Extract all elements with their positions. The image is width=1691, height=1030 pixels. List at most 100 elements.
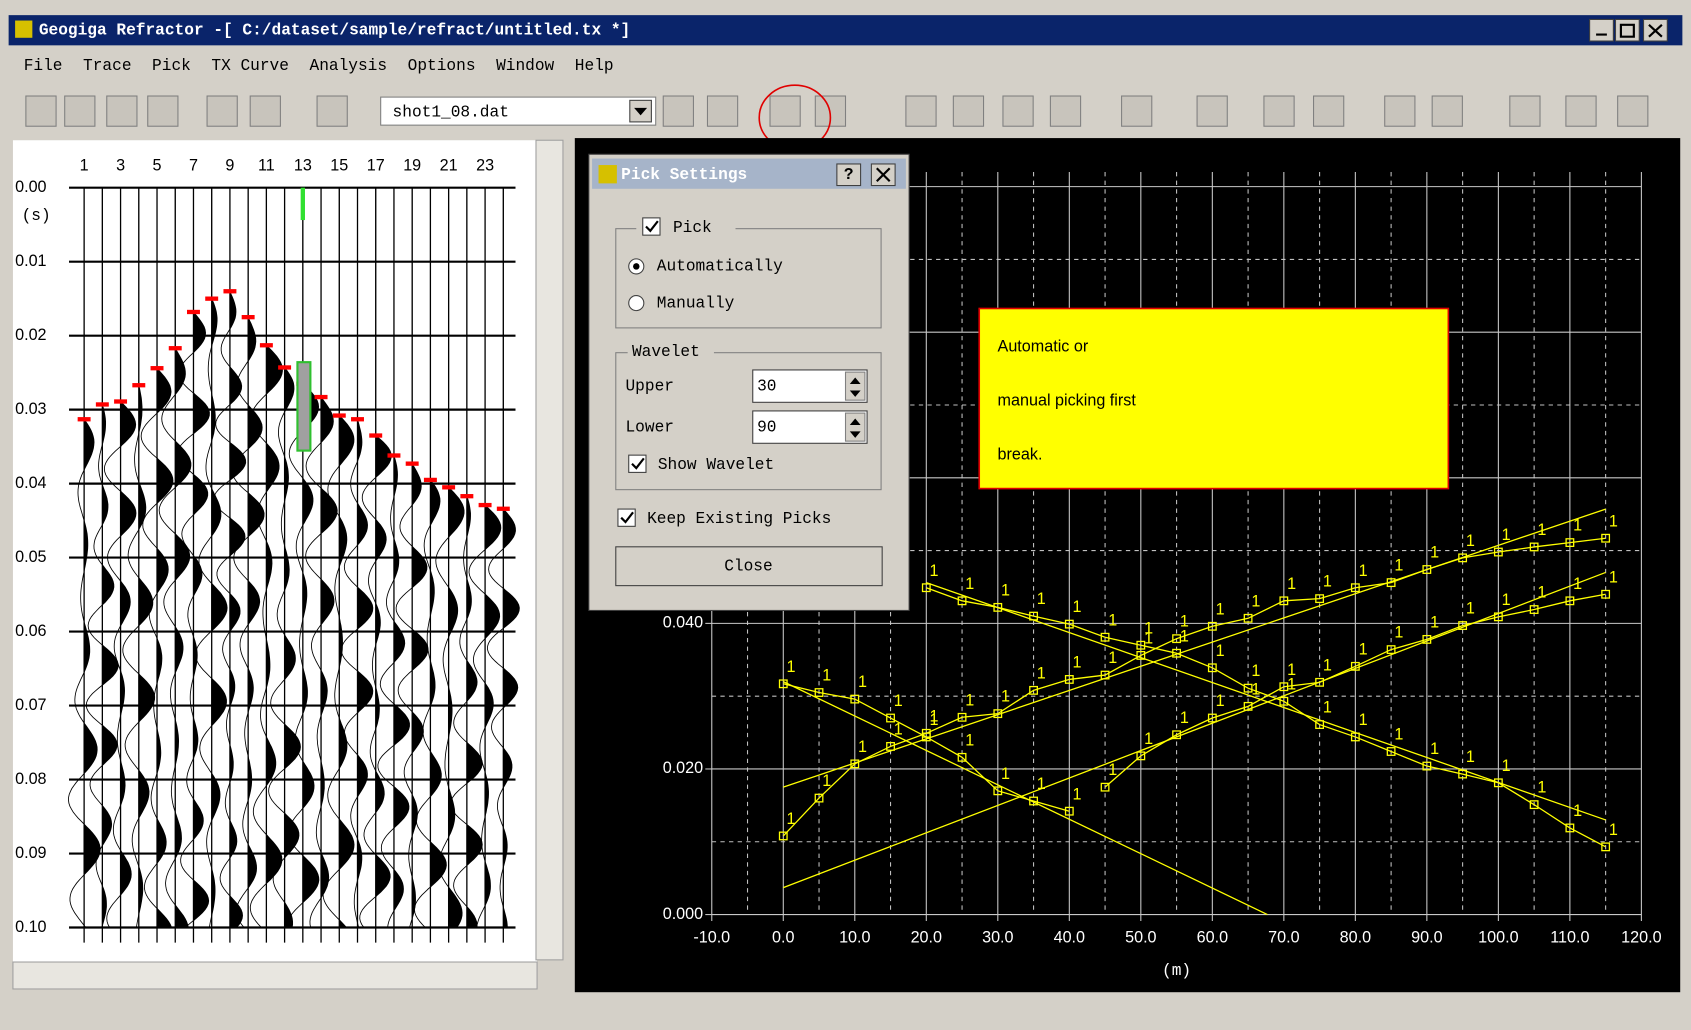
point-label: 1	[1216, 600, 1225, 618]
pick-point	[1422, 565, 1432, 574]
menu-item[interactable]: Pick	[152, 57, 191, 75]
show-wavelet-checkbox[interactable]	[628, 454, 647, 473]
pick-point	[1029, 685, 1038, 695]
menu-item[interactable]: TX Curve	[211, 57, 289, 75]
lower-value: 90	[757, 418, 776, 436]
time-unit: (s)	[22, 207, 51, 225]
help-button[interactable]	[836, 163, 862, 187]
wiggle-fill	[84, 187, 101, 928]
h-scrollbar[interactable]	[12, 961, 538, 990]
point-label: 1	[1287, 675, 1296, 693]
tool-button[interactable]	[206, 95, 238, 127]
tool-button[interactable]	[1431, 95, 1463, 127]
point-label: 1	[1251, 662, 1260, 680]
tool-button[interactable]	[1565, 95, 1597, 127]
tool-button[interactable]	[147, 95, 179, 127]
pick-point	[1064, 806, 1074, 816]
point-label: 1	[1394, 557, 1403, 575]
menu-item[interactable]: Trace	[83, 57, 131, 75]
menu-item[interactable]: Help	[575, 57, 614, 75]
tool-button[interactable]	[64, 95, 96, 127]
point-label: 1	[1037, 590, 1046, 608]
tool-button[interactable]	[1196, 95, 1228, 127]
pick-point	[1529, 542, 1539, 552]
keep-picks-checkbox[interactable]	[617, 508, 636, 527]
tool-button[interactable]	[1509, 95, 1541, 127]
dialog-title: Pick Settings	[621, 166, 747, 184]
pick-mark	[405, 461, 419, 466]
trace-number: 19	[403, 156, 421, 174]
upper-spin[interactable]	[844, 371, 866, 401]
dialog-icon	[598, 165, 617, 184]
tool-button[interactable]	[905, 95, 937, 127]
tool-button[interactable]	[769, 95, 801, 127]
tool-button[interactable]	[1384, 95, 1416, 127]
tool-button[interactable]	[249, 95, 281, 127]
point-label: 1	[1466, 532, 1475, 550]
manual-radio[interactable]	[628, 294, 645, 312]
menu-item[interactable]: Options	[408, 57, 476, 75]
tool-button[interactable]	[1617, 95, 1649, 127]
pick-curve	[1104, 593, 1606, 788]
tool-button[interactable]	[1121, 95, 1153, 127]
y-tick-label: 0.000	[663, 905, 703, 923]
x-axis-label: (m)	[1162, 962, 1191, 980]
point-label: 1	[1251, 592, 1260, 610]
tool-button[interactable]	[706, 95, 739, 127]
point-label: 1	[1323, 699, 1332, 717]
menu-item[interactable]: Analysis	[310, 57, 388, 75]
tool-button[interactable]	[952, 95, 985, 127]
wiggle-fill	[466, 187, 483, 928]
pick-point	[1315, 677, 1325, 687]
check-mark	[631, 457, 645, 470]
menu-item[interactable]: Window	[496, 57, 554, 75]
minimize[interactable]	[1589, 18, 1614, 42]
pick-point	[1493, 778, 1503, 788]
pick-checkbox[interactable]	[642, 217, 661, 236]
x-tick-label: 80.0	[1340, 929, 1371, 947]
auto-label: Automatically	[657, 258, 783, 276]
menu-item[interactable]: File	[24, 57, 63, 75]
tool-button[interactable]	[1263, 95, 1295, 127]
pick-curve	[926, 587, 1606, 848]
window-button-glyphs	[1596, 23, 1663, 38]
time-tick-label: 0.06	[15, 622, 46, 640]
help-glyph: ?	[844, 166, 854, 184]
lower-spin[interactable]	[844, 412, 866, 442]
combo-glyph	[634, 107, 648, 116]
point-label: 1	[1001, 688, 1010, 706]
pick-point	[1279, 682, 1289, 692]
tool-button[interactable]	[1002, 95, 1034, 127]
point-label: 1	[1537, 779, 1546, 797]
file-combo[interactable]	[380, 96, 657, 126]
pick-point	[1136, 640, 1146, 650]
wiggle	[340, 187, 374, 928]
v-scrollbar[interactable]	[535, 139, 564, 961]
pick-point	[1350, 583, 1360, 593]
radio-dot	[633, 263, 640, 270]
tool-button[interactable]	[662, 95, 694, 127]
point-label: 1	[1216, 692, 1225, 710]
point-label: 1	[822, 667, 831, 685]
tool-button[interactable]	[25, 95, 57, 127]
tool-button[interactable]	[1313, 95, 1345, 127]
window-buttons[interactable]	[1589, 18, 1668, 42]
tool-button[interactable]	[316, 95, 348, 127]
point-label: 1	[858, 673, 867, 691]
wiggle-fill	[357, 187, 373, 928]
point-label: 1	[1573, 575, 1582, 593]
pick-point	[1029, 796, 1038, 806]
tool-button[interactable]	[106, 95, 138, 127]
pick-label: Pick	[673, 219, 712, 237]
check-mark	[620, 511, 634, 524]
time-tick-label: 0.00	[15, 178, 46, 196]
wiggle	[268, 187, 301, 928]
close-button[interactable]	[615, 546, 883, 587]
annotation: Automatic or manual picking first break.	[998, 338, 1137, 464]
tool-button[interactable]	[1049, 95, 1082, 127]
wiggle	[487, 187, 520, 928]
point-label: 1	[930, 562, 939, 580]
pick-point	[886, 713, 895, 723]
trace-number: 13	[294, 156, 312, 174]
x-tick-label: 60.0	[1197, 929, 1228, 947]
